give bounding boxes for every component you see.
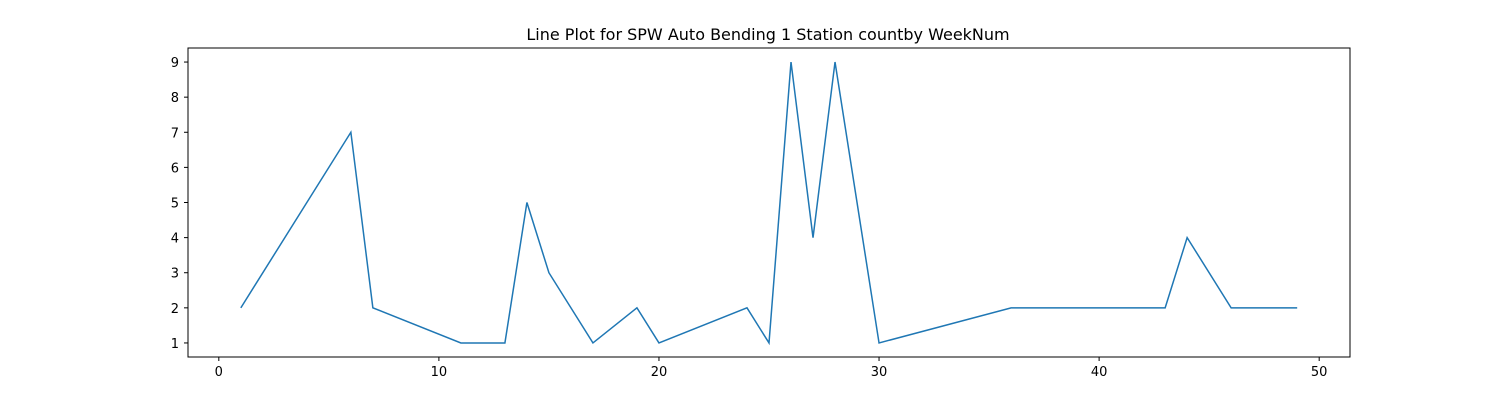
x-tick-label: 20 (651, 365, 668, 380)
y-tick-label: 7 (171, 126, 179, 141)
x-tick-label: 10 (431, 365, 448, 380)
plot-area (187, 47, 1351, 358)
y-tick-label: 9 (171, 56, 179, 71)
x-tick-label: 50 (1311, 365, 1328, 380)
y-tick-label: 4 (171, 232, 179, 247)
y-axis: 1 2 3 4 5 6 7 8 9 (171, 56, 188, 352)
y-tick-label: 2 (171, 302, 179, 317)
x-axis: 0 10 20 30 40 50 (215, 357, 1328, 380)
y-tick-label: 1 (171, 337, 179, 352)
y-tick-label: 3 (171, 267, 179, 282)
plot-frame (187, 47, 1351, 358)
x-tick-label: 40 (1091, 365, 1108, 380)
x-tick-label: 0 (215, 365, 223, 380)
x-tick-label: 30 (871, 365, 888, 380)
y-tick-label: 5 (171, 197, 179, 212)
y-tick-label: 6 (171, 161, 179, 176)
y-tick-label: 8 (171, 91, 179, 106)
chart-title: Line Plot for SPW Auto Bending 1 Station… (526, 25, 1009, 44)
series-line-0 (240, 61, 1298, 346)
